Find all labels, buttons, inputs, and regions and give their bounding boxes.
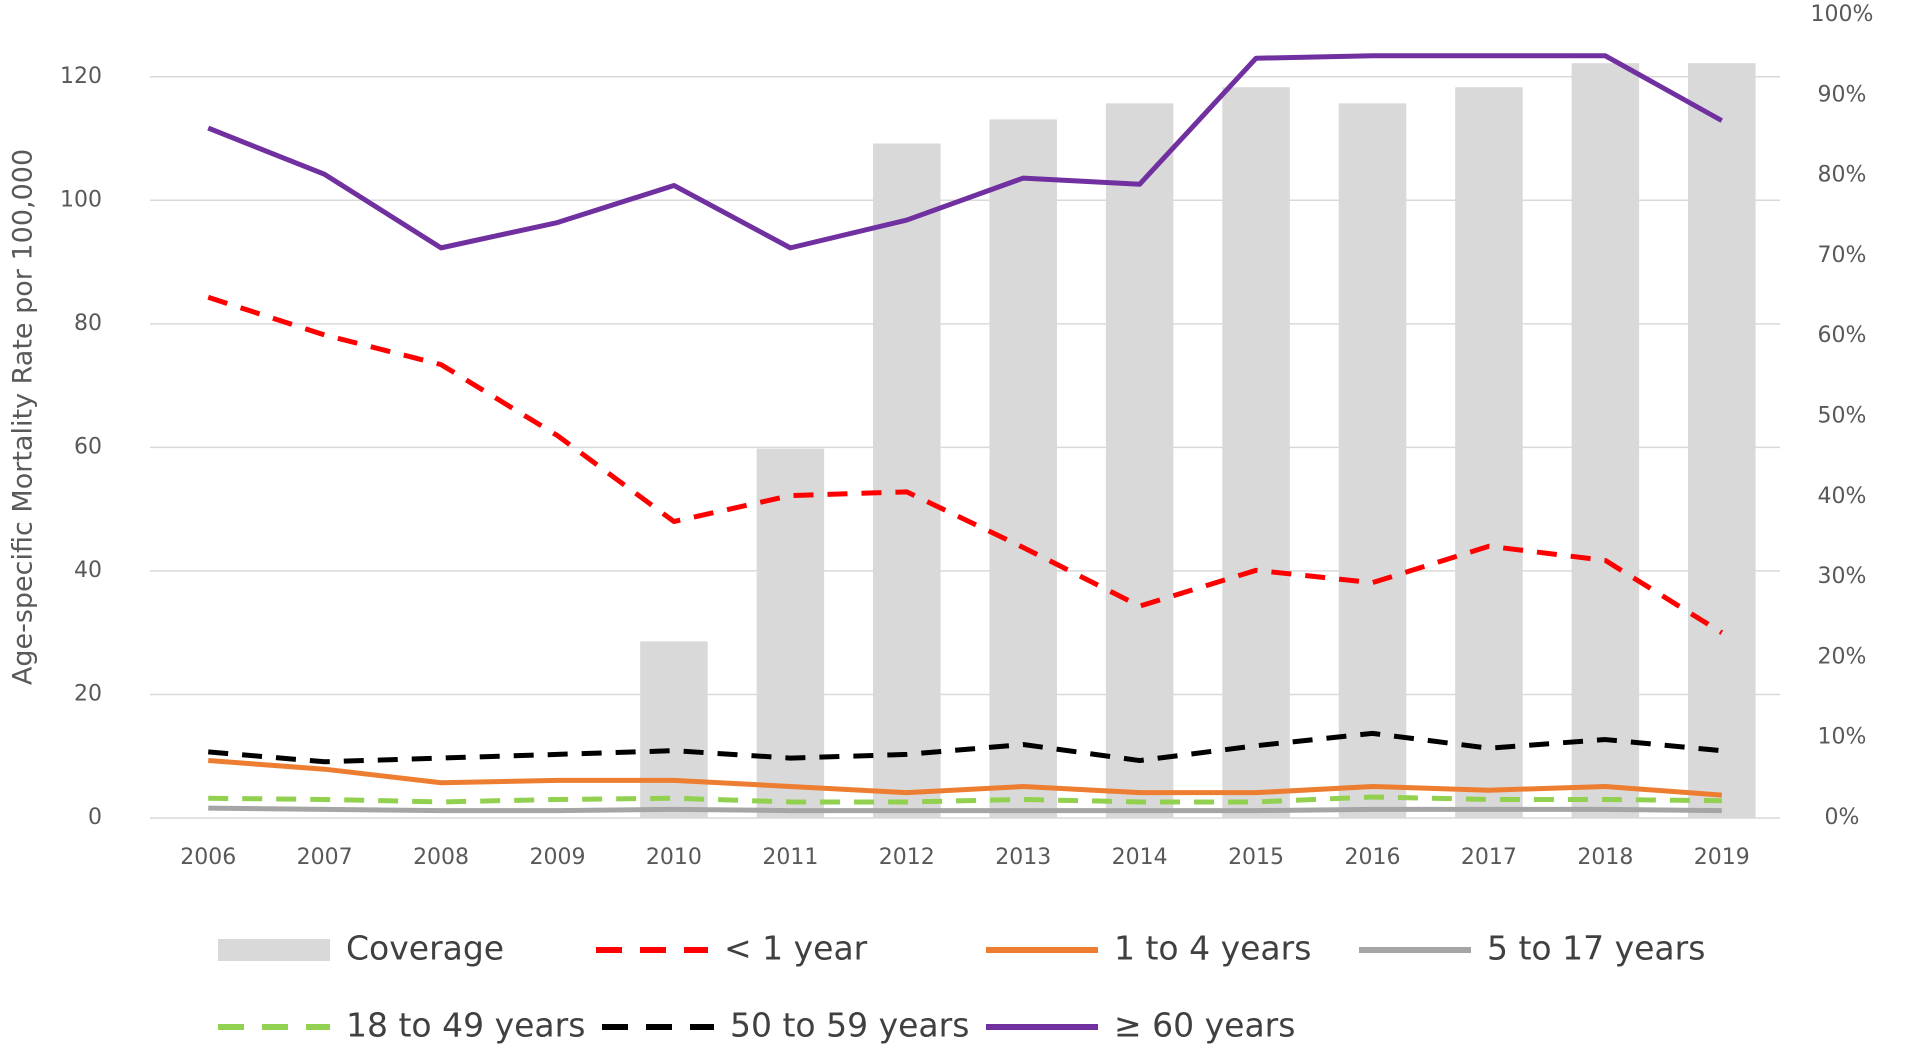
y2-tick-label: 100%	[1811, 2, 1874, 27]
x-tick-label: 2008	[413, 845, 469, 870]
y-tick-label: 40	[74, 558, 102, 583]
bar	[1222, 87, 1290, 818]
legend-swatch	[218, 939, 330, 961]
y-tick-label: 60	[74, 434, 102, 459]
legend-label: 18 to 49 years	[346, 1006, 585, 1045]
x-tick-label: 2017	[1461, 845, 1517, 870]
line	[208, 730, 1723, 765]
x-tick-label: 2007	[297, 845, 353, 870]
y-tick-label: 20	[74, 681, 102, 706]
bar	[1105, 103, 1174, 818]
y-axis-title: Age-specific Mortality Rate por 100,000	[8, 149, 39, 685]
line	[208, 758, 1722, 798]
line	[207, 53, 1724, 251]
legend-label: 50 to 59 years	[730, 1006, 969, 1045]
x-tick-label: 2013	[995, 845, 1051, 870]
y-tick-label: 0	[88, 805, 102, 830]
x-tick-label: 2019	[1694, 845, 1750, 870]
line	[208, 794, 1722, 805]
y2-tick-label: 0%	[1825, 805, 1860, 830]
line	[208, 805, 1722, 814]
bar	[756, 448, 825, 818]
y-tick-label: 120	[60, 64, 102, 89]
y2-tick-label: 70%	[1818, 243, 1867, 268]
x-tick-label: 2012	[879, 845, 935, 870]
x-tick-label: 2018	[1577, 845, 1633, 870]
y2-tick-label: 40%	[1818, 484, 1867, 509]
x-tick-label: 2016	[1345, 845, 1401, 870]
y2-tick-label: 80%	[1818, 163, 1867, 188]
x-tick-label: 2015	[1228, 845, 1284, 870]
x-tick-label: 2010	[646, 845, 702, 870]
y2-tick-label: 20%	[1818, 644, 1867, 669]
y2-tick-label: 50%	[1818, 404, 1867, 429]
bar	[1338, 103, 1407, 818]
legend-label: 1 to 4 years	[1114, 929, 1311, 968]
line	[207, 294, 1724, 635]
x-tick-label: 2006	[180, 845, 236, 870]
bar	[873, 143, 941, 819]
bar	[1455, 87, 1523, 818]
y-tick-label: 100	[60, 187, 102, 212]
legend-label: ≥ 60 years	[1114, 1006, 1295, 1045]
legend-label: Coverage	[346, 929, 504, 968]
bar	[1688, 63, 1756, 819]
bar	[989, 119, 1057, 818]
bar	[1571, 63, 1640, 819]
y2-tick-label: 90%	[1818, 82, 1867, 107]
y2-tick-label: 60%	[1818, 323, 1867, 348]
legend-label: < 1 year	[724, 929, 868, 968]
legend-label: 5 to 17 years	[1487, 929, 1705, 968]
y2-tick-label: 10%	[1818, 725, 1867, 750]
y2-tick-label: 30%	[1818, 564, 1867, 589]
bar	[640, 641, 708, 818]
x-tick-label: 2011	[762, 845, 818, 870]
x-tick-label: 2009	[530, 845, 586, 870]
x-tick-label: 2014	[1112, 845, 1168, 870]
y-tick-label: 80	[74, 311, 102, 336]
